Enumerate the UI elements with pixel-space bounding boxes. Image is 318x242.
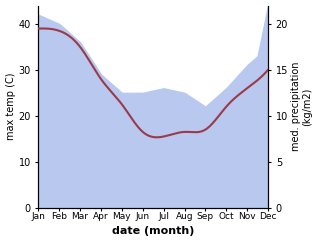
Y-axis label: med. precipitation
(kg/m2): med. precipitation (kg/m2)	[291, 62, 313, 151]
Y-axis label: max temp (C): max temp (C)	[5, 73, 16, 140]
X-axis label: date (month): date (month)	[112, 227, 194, 236]
